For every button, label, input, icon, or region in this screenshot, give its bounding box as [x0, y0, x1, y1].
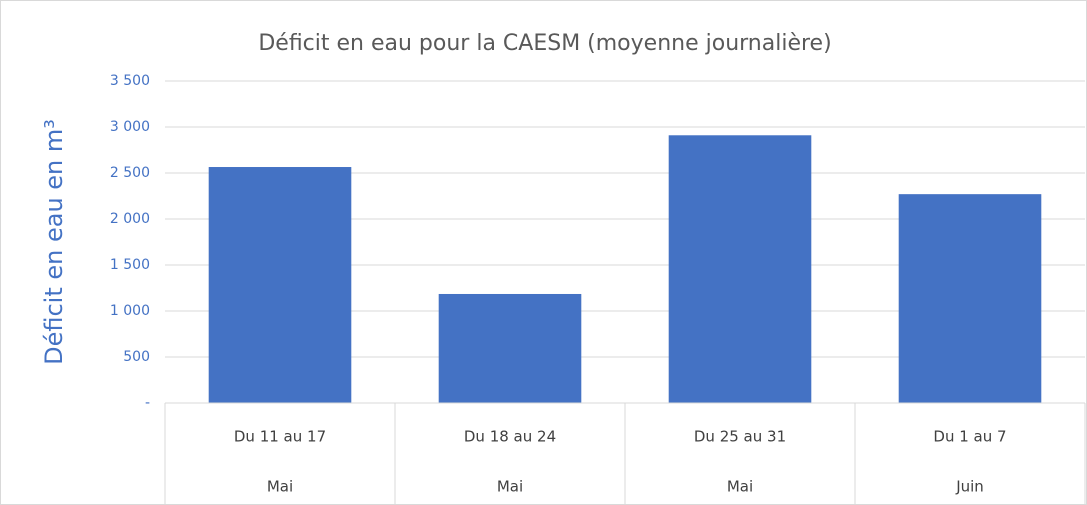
- x-group-label: Mai: [727, 478, 753, 496]
- x-group-label: Mai: [267, 478, 293, 496]
- y-tick-label: 500: [123, 349, 150, 365]
- y-tick-label: 1 000: [110, 303, 150, 319]
- x-group-label: Juin: [955, 478, 984, 496]
- x-tick-label: Du 1 au 7: [933, 428, 1006, 446]
- y-tick-label: -: [145, 395, 150, 411]
- bar: [668, 135, 812, 403]
- x-tick-label: Du 18 au 24: [464, 428, 556, 446]
- y-tick-label: 1 500: [110, 257, 150, 273]
- x-tick-label: Du 25 au 31: [694, 428, 786, 446]
- y-tick-label: 2 500: [110, 165, 150, 181]
- bar: [438, 293, 582, 403]
- chart-title: Déficit en eau pour la CAESM (moyenne jo…: [258, 31, 831, 56]
- y-tick-label: 2 000: [110, 211, 150, 227]
- y-tick-label: 3 000: [110, 119, 150, 135]
- y-tick-label: 3 500: [110, 73, 150, 89]
- bar: [208, 167, 352, 403]
- bar: [898, 194, 1042, 403]
- x-group-label: Mai: [497, 478, 523, 496]
- y-axis-label: Déficit en eau en m³: [40, 119, 68, 365]
- x-tick-label: Du 11 au 17: [234, 428, 326, 446]
